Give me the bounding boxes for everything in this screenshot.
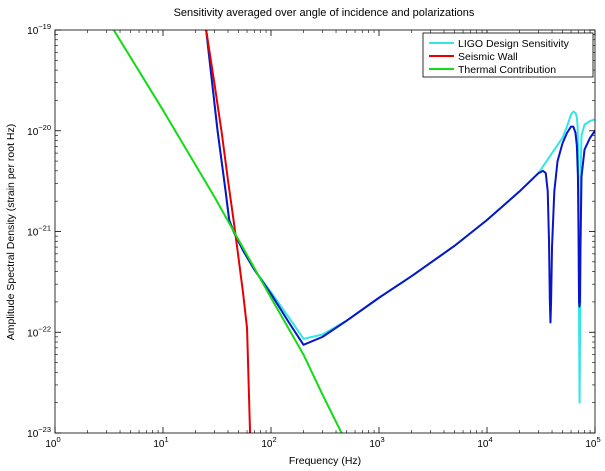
series-line-1	[205, 30, 595, 346]
y-tick-label: 10−23	[27, 425, 51, 440]
x-axis-label: Frequency (Hz)	[289, 455, 361, 467]
x-tick-label: 100	[45, 435, 60, 450]
series-line-2	[205, 30, 252, 433]
x-tick-label: 105	[585, 435, 600, 450]
x-tick-label: 101	[153, 435, 168, 450]
y-tick-label: 10−19	[27, 22, 51, 37]
chart-title: Sensitivity averaged over angle of incid…	[174, 7, 475, 19]
series-lines	[112, 30, 595, 433]
y-tick-label: 10−21	[27, 224, 51, 239]
x-tick-label: 103	[369, 435, 384, 450]
plot-frame	[54, 29, 596, 434]
x-tick-label: 102	[261, 435, 276, 450]
y-tick-label: 10−22	[27, 324, 51, 339]
legend-label: Seismic Wall	[458, 51, 518, 63]
y-tick-label: 10−20	[27, 123, 51, 138]
plot-area	[55, 30, 595, 433]
y-axis-label: Amplitude Spectral Density (strain per r…	[5, 124, 17, 341]
legend-label: Thermal Contribution	[458, 64, 556, 76]
series-line-3	[112, 30, 343, 433]
x-tick-label: 104	[477, 435, 492, 450]
tick-labels: 100 101 102 103 104 105 10−23 10−22 10−21 10−20 10…	[27, 22, 601, 450]
legend-label: LIGO Design Sensitivity	[458, 38, 570, 50]
